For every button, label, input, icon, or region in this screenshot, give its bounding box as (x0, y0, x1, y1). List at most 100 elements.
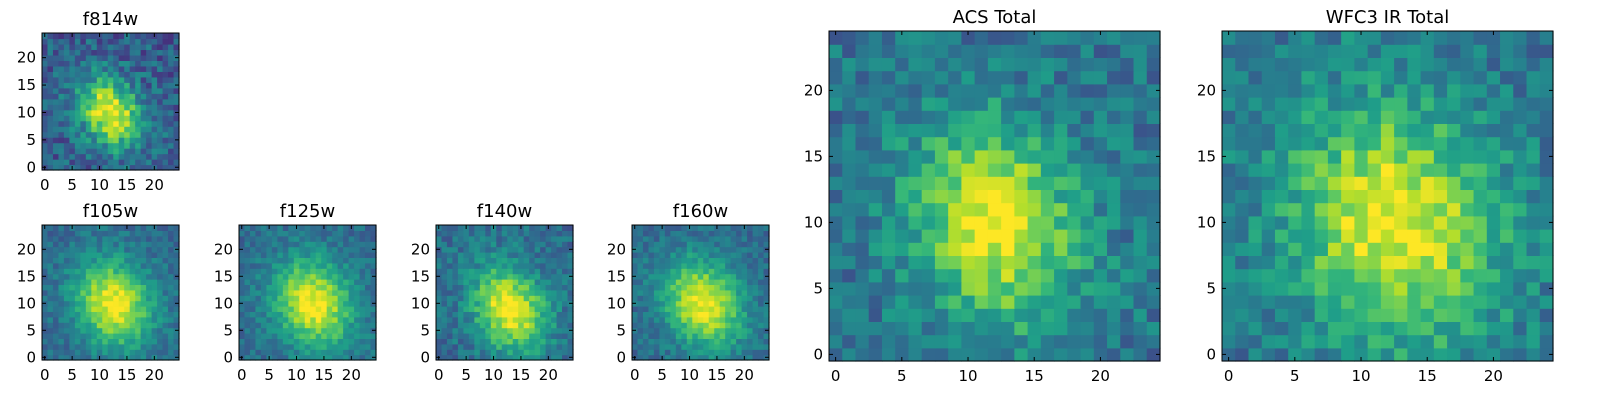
heatmap-cell (69, 98, 76, 105)
heatmap-cell (102, 257, 109, 264)
y-tick-label: 10 (411, 294, 430, 312)
heatmap-cell (736, 262, 743, 269)
heatmap-cell (1354, 97, 1369, 111)
heatmap-cell (343, 230, 350, 237)
heatmap-cell (961, 123, 976, 138)
heatmap-cell (135, 343, 142, 350)
heatmap-cell (260, 306, 267, 312)
heatmap-cell (540, 311, 547, 318)
heatmap-cell (168, 241, 175, 248)
heatmap-cell (452, 268, 459, 275)
heatmap-cell (567, 289, 574, 296)
heatmap-cell (512, 322, 519, 329)
heatmap-cell (681, 279, 688, 285)
heatmap-cell (129, 148, 136, 155)
heatmap-cell (1014, 308, 1029, 322)
heatmap-cell (310, 257, 317, 264)
heatmap-cell (474, 349, 481, 356)
heatmap-cell (1394, 31, 1408, 45)
heatmap-cell (1539, 31, 1554, 45)
heatmap-cell (80, 104, 87, 111)
heatmap-cell (441, 333, 448, 339)
heatmap-cell (91, 252, 98, 258)
heatmap-cell (1107, 31, 1121, 45)
heatmap-cell (1380, 347, 1395, 362)
heatmap-cell (642, 262, 650, 269)
heatmap-cell (1120, 347, 1135, 362)
heatmap-cell (653, 235, 660, 242)
heatmap-cell (63, 82, 70, 89)
heatmap-cell (642, 241, 650, 248)
heatmap-cell (512, 230, 519, 237)
heatmap-cell (545, 262, 552, 269)
heatmap-cell (1107, 255, 1121, 270)
heatmap-cell (659, 295, 666, 302)
heatmap-cell (934, 149, 949, 164)
heatmap-cell (697, 257, 704, 264)
heatmap-cell (124, 54, 131, 61)
heatmap-cell (96, 268, 103, 275)
heatmap-cell (534, 230, 541, 237)
heatmap-cell (1513, 31, 1528, 45)
heatmap-cell (96, 93, 103, 100)
heatmap-cell (1447, 295, 1461, 309)
heatmap-cell (288, 268, 295, 275)
heatmap-cell (490, 289, 497, 296)
heatmap-cell (140, 142, 147, 149)
heatmap-cell (173, 333, 180, 339)
heatmap-cell (747, 273, 754, 280)
heatmap-cell (642, 284, 650, 291)
heatmap-cell (1222, 215, 1236, 230)
heatmap-cell (934, 97, 949, 111)
heatmap-cell (1380, 268, 1395, 283)
heatmap-cell (162, 225, 169, 231)
heatmap-cell (842, 44, 857, 58)
heatmap-cell (632, 349, 639, 356)
heatmap-cell (42, 289, 49, 296)
heatmap-cell (129, 252, 136, 258)
heatmap-cell (1222, 136, 1236, 151)
heatmap-cell (708, 241, 715, 248)
heatmap-cell (42, 333, 49, 339)
heatmap-cell (102, 235, 109, 242)
heatmap-cell (162, 104, 169, 111)
heatmap-cell (974, 44, 989, 58)
heatmap-cell (1526, 308, 1541, 322)
heatmap-cell (507, 343, 514, 350)
heatmap-cell (293, 284, 300, 291)
heatmap-cell (52, 306, 60, 312)
heatmap-cell (1014, 321, 1029, 336)
heatmap-cell (934, 31, 949, 45)
heatmap-cell (974, 334, 989, 349)
heatmap-cell (63, 87, 70, 94)
heatmap-cell (1040, 57, 1055, 72)
heatmap-cell (921, 136, 936, 151)
x-tick-label: 20 (145, 176, 164, 194)
heatmap-cell (326, 327, 333, 334)
heatmap-cell (310, 311, 317, 318)
heatmap-cell (63, 153, 70, 160)
heatmap-cell (758, 230, 765, 237)
heatmap-cell (91, 115, 98, 122)
heatmap-cell (74, 49, 81, 56)
heatmap-cell (961, 97, 976, 111)
heatmap-cell (1513, 97, 1528, 111)
heatmap-cell (85, 311, 92, 318)
heatmap-cell (1420, 281, 1435, 296)
heatmap-cell (1380, 44, 1395, 58)
heatmap-cell (485, 262, 492, 269)
heatmap-cell (140, 235, 147, 242)
heatmap-cell (124, 126, 131, 133)
heatmap-cell (91, 268, 98, 275)
heatmap-cell (1314, 57, 1329, 72)
heatmap-cell (348, 338, 355, 345)
heatmap-cell (708, 327, 715, 334)
heatmap-cell (468, 268, 475, 275)
heatmap-cell (758, 246, 765, 253)
heatmap-cell (266, 257, 273, 264)
heatmap-cell (974, 189, 989, 204)
heatmap-cell (741, 235, 748, 242)
heatmap-cell (162, 273, 169, 280)
heatmap-cell (829, 242, 843, 256)
heatmap-cell (692, 246, 699, 253)
